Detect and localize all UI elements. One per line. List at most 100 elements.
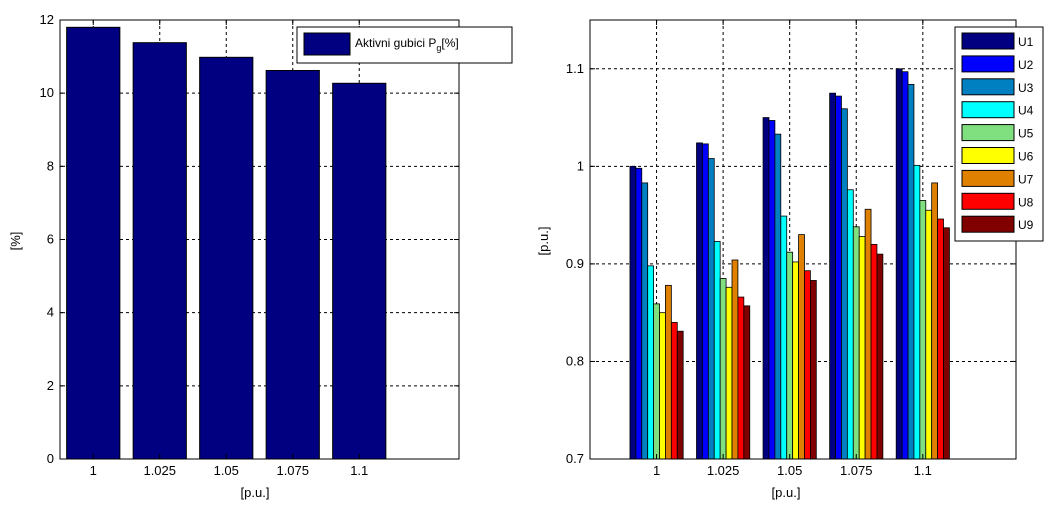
right-bar-U9-1.05 (809, 280, 817, 460)
legend-subscript: g (436, 43, 441, 53)
right-bar-U9-1 (676, 330, 684, 460)
right-bar-U2-1.1 (901, 71, 909, 460)
left-bar-1 (66, 26, 121, 460)
left-legend-label: Aktivni gubici Pg[%] (355, 36, 459, 53)
left-y-tick-label: 8 (47, 158, 54, 173)
left-bar-1.1 (332, 82, 387, 460)
right-legend: U1 U2 U3 U4 U5 U6 U7 U8 U9 (954, 26, 1044, 242)
right-y-ticks: 0.7 0.8 0.9 1 1.1 (566, 61, 1016, 466)
legend-label-U1: U1 (1018, 35, 1034, 49)
right-bar-U3-1 (641, 182, 649, 460)
left-bar-1.075 (265, 69, 320, 460)
right-bar-U9-1.075 (876, 253, 884, 460)
legend-swatch-U9 (961, 215, 1015, 233)
right-y-tick-label: 0.9 (566, 256, 584, 271)
right-bar-U1-1 (629, 165, 637, 460)
right-bar-U8-1.1 (937, 218, 944, 460)
legend-swatch-U2 (961, 55, 1015, 73)
legend-label-U3: U3 (1018, 81, 1034, 95)
right-bar-U6-1 (659, 312, 666, 460)
right-bar-U1-1.075 (829, 92, 836, 460)
left-bars (66, 26, 387, 460)
right-bar-U3-1.05 (774, 133, 782, 460)
left-y-tick-label: 12 (40, 12, 54, 27)
right-bar-U1-1.1 (895, 68, 903, 460)
left-y-ticks: 0 2 4 6 8 10 12 (40, 12, 459, 466)
right-bar-U8-1.075 (870, 243, 878, 460)
right-x-ticks: 1 1.025 1.05 1.075 1.1 (653, 20, 932, 478)
left-x-tick-label: 1.025 (143, 463, 176, 478)
right-bar-U7-1.075 (864, 208, 872, 460)
left-y-tick-label: 0 (47, 451, 54, 466)
right-y-tick-label: 1 (577, 158, 584, 173)
right-y-tick-label: 0.8 (566, 353, 584, 368)
legend-swatch-U1 (961, 32, 1015, 50)
left-y-tick-label: 6 (47, 232, 54, 247)
left-x-tick-label: 1.075 (276, 463, 309, 478)
right-y-tick-label: 1.1 (566, 61, 584, 76)
legend-swatch-U5 (961, 124, 1015, 142)
legend-label-U9: U9 (1018, 218, 1034, 232)
right-x-tick-label: 1.025 (707, 463, 740, 478)
right-bar-U9-1.1 (943, 227, 950, 460)
right-bar-U7-1 (665, 284, 672, 460)
right-bar-U1-1.025 (696, 142, 703, 460)
right-x-tick-label: 1 (653, 463, 660, 478)
legend-label-U4: U4 (1018, 104, 1034, 118)
right-bar-U8-1.05 (804, 270, 811, 460)
right-x-axis-label: [p.u.] (772, 485, 801, 500)
right-bar-U6-1.1 (925, 209, 933, 460)
right-bar-U2-1 (635, 167, 643, 460)
right-bar-U8-1 (670, 322, 678, 460)
legend-label-U8: U8 (1018, 195, 1034, 209)
right-bar-U4-1.05 (780, 215, 788, 460)
right-bar-U4-1.025 (713, 241, 721, 460)
legend-swatch-U6 (961, 147, 1015, 164)
right-bars (629, 68, 950, 460)
right-x-tick-label: 1.1 (914, 463, 932, 478)
right-bar-U5-1.1 (919, 200, 927, 460)
left-x-tick-label: 1.05 (214, 463, 239, 478)
left-y-axis-label: [%] (8, 232, 23, 251)
legend-label-U7: U7 (1018, 172, 1034, 186)
right-bar-U6-1.05 (792, 261, 799, 460)
right-bar-U9-1.025 (743, 305, 751, 460)
legend-label-U6: U6 (1018, 150, 1034, 164)
left-x-tick-label: 1.1 (350, 463, 368, 478)
right-bar-U7-1.025 (731, 259, 739, 460)
right-bar-U5-1.025 (719, 278, 727, 460)
right-bar-U4-1 (647, 265, 655, 460)
right-bar-U8-1.025 (737, 296, 745, 460)
left-y-tick-label: 2 (47, 378, 54, 393)
left-y-tick-label: 10 (40, 85, 54, 100)
right-bar-U4-1.1 (913, 164, 921, 460)
right-bar-U1-1.05 (762, 117, 770, 460)
legend-main-text: Aktivni gubici P (355, 36, 436, 50)
legend-swatch-U3 (961, 78, 1015, 96)
left-legend-swatch (303, 32, 351, 56)
right-bar-U5-1.075 (852, 226, 860, 460)
legend-swatch-U4 (961, 101, 1015, 119)
right-bar-U7-1.1 (931, 182, 939, 460)
legend-swatch-U8 (961, 192, 1015, 210)
left-y-tick-label: 4 (47, 305, 54, 320)
right-bar-U6-1.075 (858, 236, 866, 460)
left-bar-1.025 (132, 42, 187, 460)
left-bar-1.05 (199, 56, 254, 460)
right-y-axis-label: [p.u.] (536, 227, 551, 256)
left-x-tick-label: 1 (90, 463, 97, 478)
right-bar-U7-1.05 (798, 234, 805, 460)
right-bar-U5-1 (653, 303, 660, 460)
right-bar-U6-1.025 (725, 286, 733, 460)
left-x-axis-label: [p.u.] (241, 485, 270, 500)
legend-suffix: [%] (441, 36, 458, 50)
right-chart: 0.70.80.911.1 1 1.025 1.05 1.075 1.1 [p.u.] … (536, 19, 1044, 500)
right-bar-U5-1.05 (786, 251, 794, 460)
right-bar-U2-1.075 (835, 95, 842, 460)
left-x-ticks: 1 1.025 1.05 1.075 1.1 (90, 20, 368, 478)
right-bar-U3-1.025 (707, 158, 715, 460)
right-bar-U3-1.1 (907, 83, 915, 460)
right-x-tick-label: 1.075 (840, 463, 873, 478)
